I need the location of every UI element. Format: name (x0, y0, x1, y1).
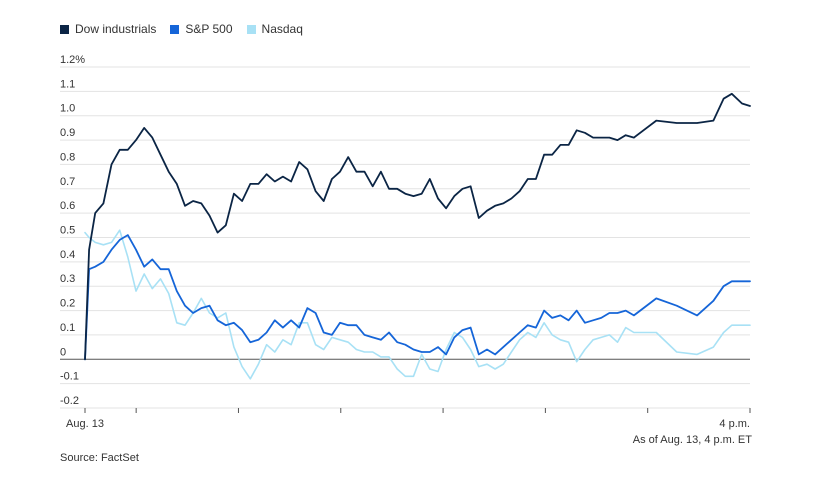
grid-lines (60, 66, 750, 409)
series-line-s-p-500 (84, 234, 751, 361)
x-tick-label: Aug. 13 (66, 418, 104, 430)
y-tick-label: 0.5 (60, 225, 75, 237)
y-tick-label: 0.3 (60, 273, 75, 285)
y-axis-labels: 1.2% 1.1 1.0 0.9 0.8 0.7 0.6 0.5 0.4 0.3 0.2 0.1 0 -0… (60, 54, 85, 407)
series-line-dow-industrials (84, 92, 751, 361)
legend-swatch-dow (60, 24, 69, 34)
y-tick-label: -0.1 (60, 371, 79, 383)
y-tick-label: 0.1 (60, 322, 75, 334)
y-tick-label: 0.6 (60, 200, 75, 212)
legend-swatch-sp500 (170, 24, 180, 34)
y-tick-label: 0.7 (60, 176, 75, 188)
series-line-nasdaq (84, 229, 751, 380)
y-tick-label: 0.8 (60, 151, 75, 163)
source-note: Source: FactSet (60, 452, 139, 464)
as-of-note: As of Aug. 13, 4 p.m. ET (632, 434, 752, 446)
y-tick-label: 1.2% (60, 54, 85, 66)
y-tick-label: 0.2 (60, 298, 75, 310)
y-tick-label: 0.4 (60, 249, 75, 261)
series-lines (84, 92, 751, 380)
y-tick-label: -0.2 (60, 395, 79, 407)
legend-item-nasdaq: Nasdaq (246, 22, 303, 36)
chart-legend: Dow industrials S&P 500 Nasdaq (60, 22, 303, 36)
legend-swatch-nasdaq (246, 24, 256, 34)
legend-label-dow: Dow industrials (75, 22, 157, 36)
y-tick-label: 1.0 (60, 103, 75, 115)
legend-item-sp500: S&P 500 (170, 22, 233, 36)
y-tick-label: 1.1 (60, 78, 75, 90)
y-tick-label: 0 (60, 346, 66, 358)
x-axis: Aug. 13 4 p.m. (66, 408, 751, 430)
x-tick-label: 4 p.m. (719, 418, 750, 430)
legend-label-sp500: S&P 500 (185, 22, 233, 36)
legend-item-dow: Dow industrials (60, 22, 156, 36)
y-tick-label: 0.9 (60, 127, 75, 139)
legend-label-nasdaq: Nasdaq (261, 22, 303, 36)
